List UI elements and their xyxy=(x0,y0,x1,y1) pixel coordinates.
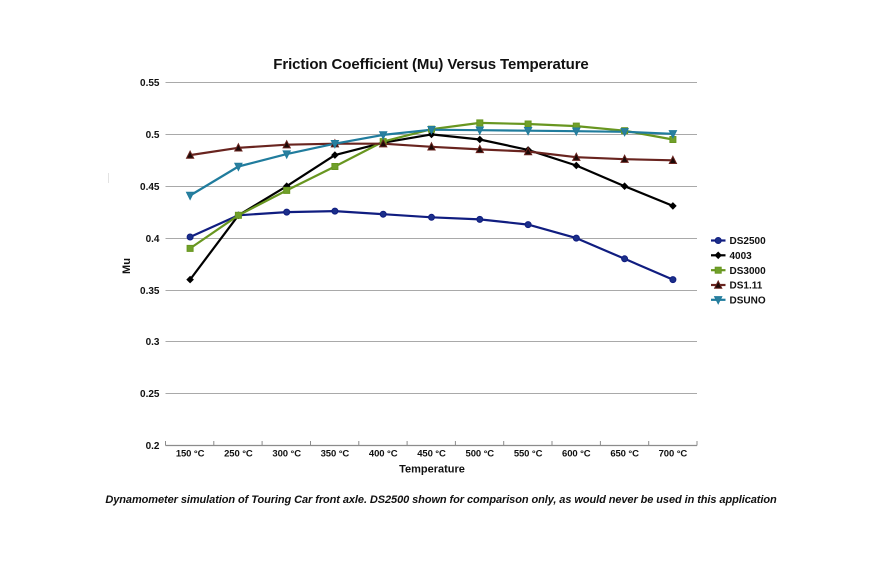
svg-text:0.5: 0.5 xyxy=(146,130,160,141)
svg-text:150 °C: 150 °C xyxy=(176,448,205,459)
svg-text:Temperature: Temperature xyxy=(399,464,465,476)
svg-text:DS1.11: DS1.11 xyxy=(730,281,763,292)
svg-text:DS2500: DS2500 xyxy=(730,236,767,247)
svg-text:350 °C: 350 °C xyxy=(321,448,350,459)
svg-text:DS3000: DS3000 xyxy=(730,266,767,277)
svg-text:250 °C: 250 °C xyxy=(224,448,253,459)
svg-text:600 °C: 600 °C xyxy=(562,448,591,459)
svg-text:0.3: 0.3 xyxy=(146,337,160,348)
svg-text:500 °C: 500 °C xyxy=(466,448,495,459)
svg-text:550 °C: 550 °C xyxy=(514,448,543,459)
svg-text:DSUNO: DSUNO xyxy=(730,295,766,306)
svg-text:Mu: Mu xyxy=(121,258,133,274)
svg-text:0.2: 0.2 xyxy=(146,441,160,452)
svg-text:0.35: 0.35 xyxy=(140,286,160,297)
svg-text:0.25: 0.25 xyxy=(140,389,160,400)
svg-text:Friction Coefficient (Mu) Vers: Friction Coefficient (Mu) Versus Tempera… xyxy=(273,56,588,73)
svg-text:Dynamometer simulation of Tour: Dynamometer simulation of Touring Car fr… xyxy=(105,494,777,506)
svg-text:650 °C: 650 °C xyxy=(610,448,639,459)
svg-text:0.4: 0.4 xyxy=(146,234,160,245)
svg-text:700 °C: 700 °C xyxy=(659,448,688,459)
svg-text:4003: 4003 xyxy=(730,251,753,262)
svg-text:0.55: 0.55 xyxy=(140,78,160,89)
svg-text:0.45: 0.45 xyxy=(140,182,160,193)
svg-text:300 °C: 300 °C xyxy=(272,448,301,459)
svg-text:450 °C: 450 °C xyxy=(417,448,446,459)
svg-text:400 °C: 400 °C xyxy=(369,448,398,459)
